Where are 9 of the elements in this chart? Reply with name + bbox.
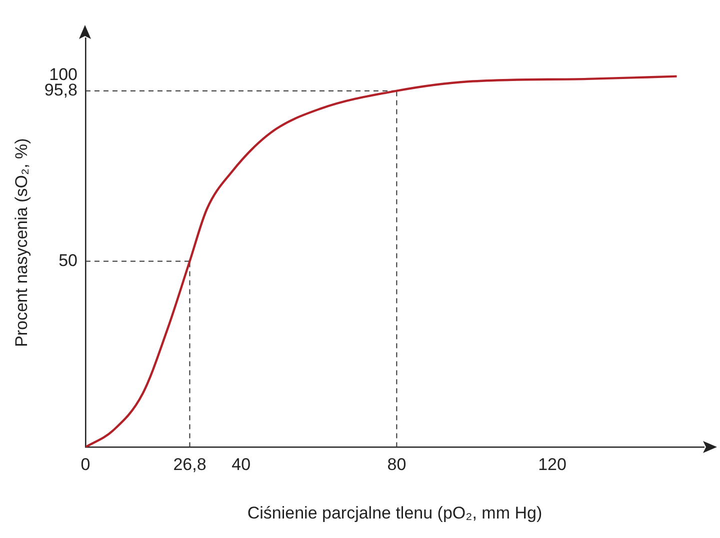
line-series: [85, 75, 678, 448]
x-tick-label: 40: [232, 455, 251, 474]
x-tick-label: 26,8: [173, 455, 206, 474]
x-tick-label: 120: [538, 455, 566, 474]
x-tick-label: 80: [387, 455, 406, 474]
x-axis-title: Ciśnienie parcjalne tlenu (pO₂, mm Hg): [247, 503, 542, 522]
y-axis-title: Procent nasycenia (sO₂, %): [12, 138, 31, 347]
x-tick-label: 0: [80, 455, 90, 474]
y-tick-label: 50: [58, 250, 78, 270]
